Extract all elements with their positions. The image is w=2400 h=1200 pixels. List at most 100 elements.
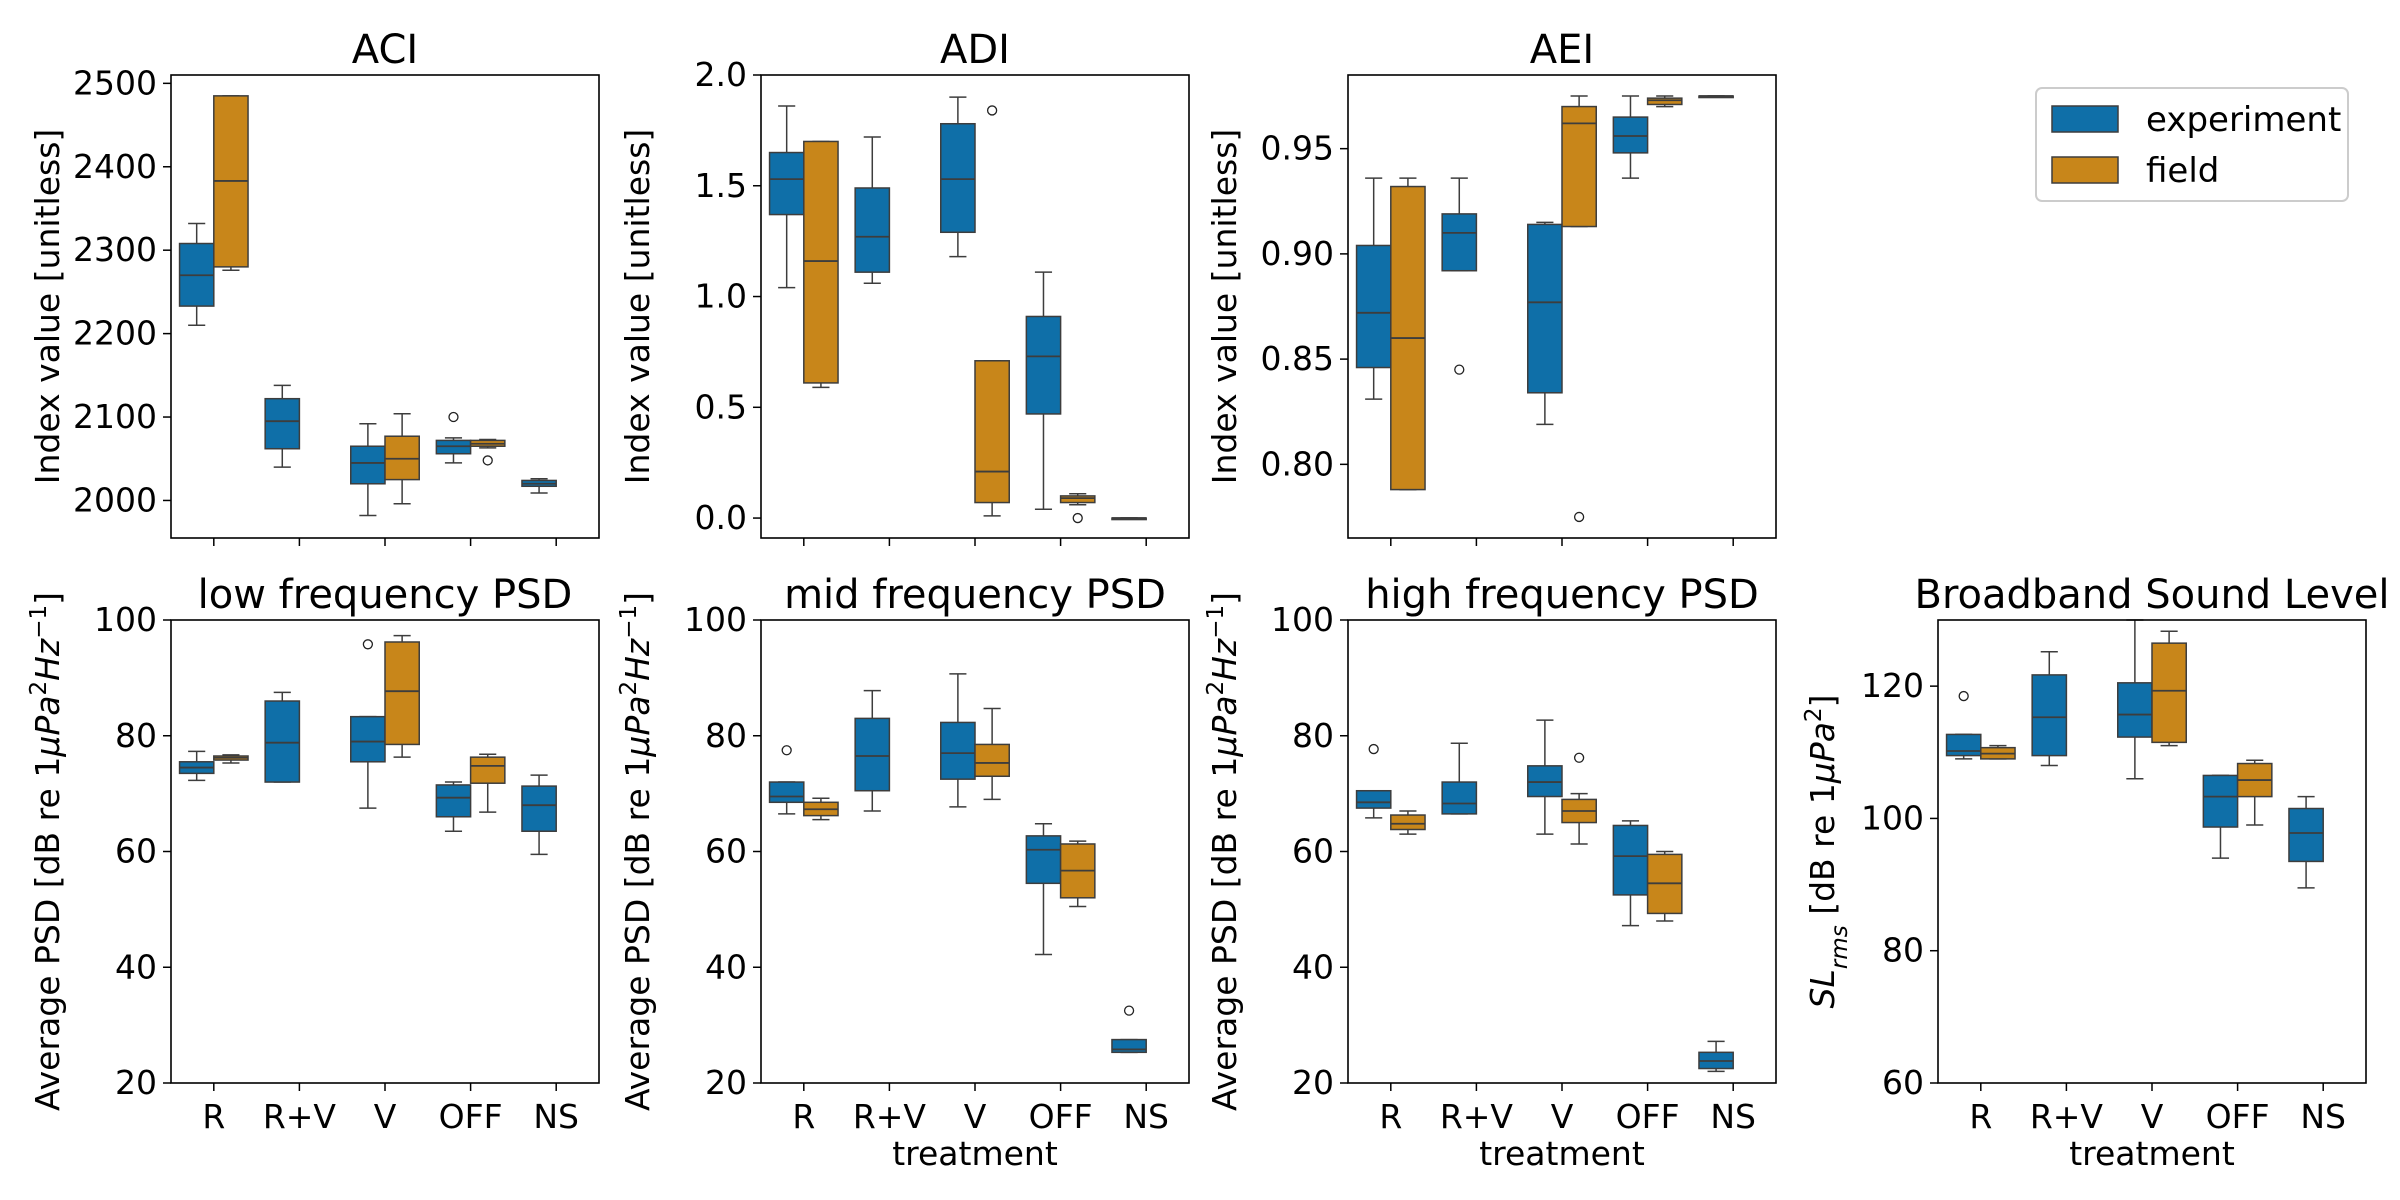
box-body bbox=[1355, 244, 1392, 369]
box-field bbox=[803, 140, 839, 389]
legend: experiment field bbox=[2035, 87, 2349, 202]
panel-title: ACI bbox=[352, 27, 418, 73]
box-body bbox=[854, 187, 891, 273]
y-tick-label: 0.5 bbox=[695, 387, 747, 426]
y-tick-label: 60 bbox=[115, 832, 157, 871]
y-tick-label: 0.0 bbox=[695, 498, 747, 537]
box-experiment bbox=[1025, 271, 1062, 510]
x-tick-label: R+V bbox=[1440, 1097, 1514, 1136]
box-experiment bbox=[264, 384, 301, 468]
box-body bbox=[854, 717, 891, 792]
box-experiment bbox=[768, 105, 805, 289]
box-body bbox=[1025, 835, 1062, 885]
y-tick-label: 20 bbox=[1292, 1063, 1334, 1102]
box-experiment bbox=[1441, 177, 1478, 375]
outlier-point bbox=[986, 105, 998, 116]
box-body bbox=[1945, 733, 1982, 757]
box-body bbox=[264, 397, 301, 450]
box-body bbox=[1111, 1038, 1147, 1054]
box-experiment bbox=[854, 689, 891, 812]
box-body bbox=[1390, 814, 1426, 831]
x-tick-label: R bbox=[1379, 1097, 1402, 1136]
outlier-point bbox=[1573, 511, 1585, 523]
box-experiment bbox=[1111, 1005, 1147, 1054]
y-tick-label: 2400 bbox=[73, 147, 157, 186]
box-body bbox=[2117, 682, 2153, 738]
box-experiment bbox=[2031, 650, 2068, 767]
x-tick-label: OFF bbox=[2206, 1097, 2270, 1136]
y-tick-label: 40 bbox=[115, 947, 157, 986]
y-tick-label: 2100 bbox=[73, 397, 157, 436]
box-body bbox=[264, 700, 301, 783]
box-experiment bbox=[1527, 221, 1563, 426]
box-body bbox=[2202, 774, 2239, 828]
box-body bbox=[1441, 213, 1478, 272]
box-body bbox=[1059, 495, 1096, 504]
box-experiment bbox=[521, 774, 557, 856]
box-body bbox=[1646, 97, 1683, 106]
y-tick-label: 1.5 bbox=[695, 166, 747, 205]
x-tick-label: NS bbox=[533, 1097, 579, 1136]
box-body bbox=[974, 743, 1010, 778]
y-tick-label: 80 bbox=[1292, 716, 1334, 755]
box-body bbox=[384, 641, 420, 746]
panel-title: mid frequency PSD bbox=[784, 572, 1166, 618]
box-field bbox=[1646, 850, 1683, 922]
y-tick-label: 100 bbox=[684, 600, 747, 639]
box-experiment bbox=[264, 691, 301, 783]
panel-high-psd: high frequency PSD 20 40 60 80 100 R R+V V OFF NS A… bbox=[1203, 572, 1777, 1173]
outlier-point bbox=[1072, 512, 1083, 524]
box-experiment bbox=[178, 750, 215, 782]
x-tick-label: V bbox=[2141, 1097, 2164, 1136]
axes-frame bbox=[1347, 74, 1777, 539]
y-tick-label: 100 bbox=[1271, 600, 1334, 639]
box-body bbox=[974, 360, 1010, 504]
legend-swatch-field bbox=[2051, 156, 2119, 184]
x-tick-label: OFF bbox=[1616, 1097, 1680, 1136]
box-body bbox=[1441, 781, 1478, 815]
box-experiment bbox=[1698, 95, 1734, 99]
box-experiment bbox=[1527, 719, 1563, 835]
x-tick-label: NS bbox=[1123, 1097, 1169, 1136]
x-tick-label: V bbox=[1551, 1097, 1574, 1136]
outlier-point bbox=[1454, 364, 1465, 375]
outlier-point bbox=[1123, 1005, 1135, 1016]
box-experiment bbox=[1441, 742, 1478, 815]
outlier-point bbox=[1573, 752, 1585, 763]
box-experiment bbox=[2288, 795, 2324, 889]
box-field bbox=[2151, 630, 2187, 747]
panel-mid-psd: mid frequency PSD 20 40 60 80 100 R R+V V OFF NS Av… bbox=[616, 572, 1190, 1173]
box-field bbox=[469, 753, 506, 813]
box-body bbox=[940, 122, 976, 234]
panel-adi: ADI 0.0 0.5 1.0 1.5 2.0 Index value [unitless] bbox=[618, 27, 1190, 546]
x-axis-label: treatment bbox=[1479, 1134, 1645, 1173]
box-experiment bbox=[1111, 517, 1147, 521]
box-field bbox=[384, 634, 420, 758]
y-tick-label: 0.95 bbox=[1261, 129, 1334, 168]
box-experiment bbox=[521, 478, 557, 494]
box-body bbox=[768, 151, 805, 216]
y-tick-label: 0.80 bbox=[1261, 444, 1334, 483]
x-tick-label: NS bbox=[1710, 1097, 1756, 1136]
axes-frame bbox=[760, 619, 1190, 1084]
box-field bbox=[1646, 95, 1683, 108]
box-field bbox=[1561, 752, 1597, 845]
y-tick-label: 0.85 bbox=[1261, 339, 1334, 378]
y-tick-label: 80 bbox=[1882, 931, 1924, 970]
box-body bbox=[1527, 223, 1563, 394]
box-experiment bbox=[1025, 822, 1062, 956]
box-field bbox=[803, 797, 839, 821]
box-experiment bbox=[2202, 774, 2239, 859]
box-body bbox=[768, 781, 805, 804]
outlier-point bbox=[362, 639, 374, 650]
y-tick-label: 100 bbox=[1861, 798, 1924, 837]
x-axis-label: treatment bbox=[2069, 1134, 2235, 1173]
y-tick-label: 20 bbox=[115, 1063, 157, 1102]
y-tick-label: 2300 bbox=[73, 230, 157, 269]
box-experiment bbox=[940, 96, 976, 258]
box-experiment bbox=[1945, 690, 1982, 760]
y-tick-label: 60 bbox=[705, 832, 747, 871]
y-tick-label: 40 bbox=[1292, 947, 1334, 986]
